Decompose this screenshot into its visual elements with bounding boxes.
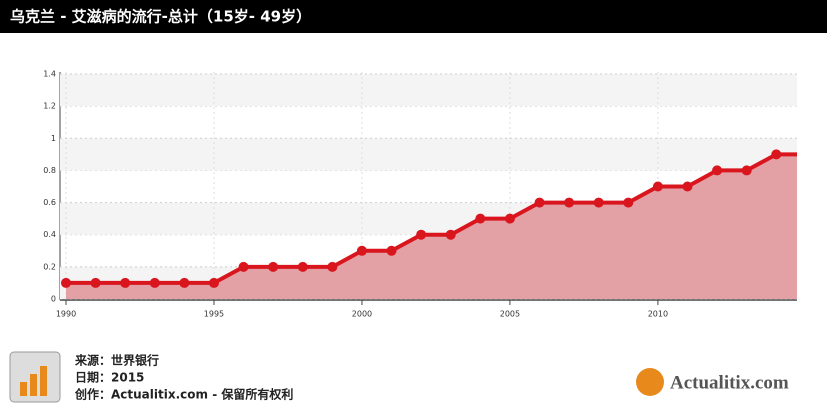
y-tick-label: 1.4 xyxy=(43,70,56,79)
marker xyxy=(61,277,71,288)
marker xyxy=(297,261,308,272)
chart-title: 乌克兰 - 艾滋病的流行-总计（15岁- 49岁） xyxy=(10,8,311,26)
marker xyxy=(504,213,515,224)
plot: 0 0.2 0.4 0.6 0.8 1 1.2 1.4 1990 1995 2000 2005 2010 xyxy=(43,70,797,319)
marker xyxy=(356,245,367,256)
marker xyxy=(327,261,338,272)
title-bar xyxy=(0,0,827,33)
y-tick-label: 0.6 xyxy=(43,198,56,207)
logo: Actualitix.com xyxy=(670,372,789,393)
icon-bar xyxy=(30,374,37,396)
x-tick-label: 2005 xyxy=(500,310,520,319)
marker xyxy=(416,229,427,240)
marker xyxy=(475,213,486,224)
y-tick-label: 0.8 xyxy=(43,166,56,175)
icon-bar xyxy=(40,366,47,396)
date: 日期：2015 xyxy=(75,370,144,385)
credit: 创作：Actualitix.com - 保留所有权利 xyxy=(74,387,293,402)
x-tick-label: 2010 xyxy=(648,310,668,319)
marker xyxy=(120,277,131,288)
y-tick-label: 0.2 xyxy=(43,262,56,271)
area xyxy=(66,154,797,299)
marker xyxy=(712,165,723,176)
marker xyxy=(208,277,219,288)
x-tick-label: 1995 xyxy=(204,310,224,319)
y-tick-label: 0 xyxy=(51,295,56,304)
source: 来源：世界银行 xyxy=(74,353,159,368)
icon-bar xyxy=(20,382,27,396)
y-tick-label: 1 xyxy=(51,134,56,143)
x-tick-label: 1990 xyxy=(56,310,76,319)
marker xyxy=(623,197,634,208)
marker xyxy=(564,197,575,208)
marker xyxy=(593,197,604,208)
marker xyxy=(90,277,101,288)
marker xyxy=(238,261,249,272)
grid-band xyxy=(60,74,797,107)
marker xyxy=(386,245,397,256)
x-tick-label: 2000 xyxy=(352,310,372,319)
marker xyxy=(682,181,693,192)
grid-band xyxy=(60,138,797,171)
marker xyxy=(741,165,752,176)
y-tick-label: 1.2 xyxy=(43,102,56,111)
marker xyxy=(771,149,782,160)
marker xyxy=(149,277,160,288)
y-tick-label: 0.4 xyxy=(43,230,56,239)
marker xyxy=(534,197,545,208)
marker xyxy=(445,229,456,240)
marker xyxy=(179,277,190,288)
marker xyxy=(268,261,279,272)
marker xyxy=(652,181,663,192)
logo-globe xyxy=(636,368,664,396)
